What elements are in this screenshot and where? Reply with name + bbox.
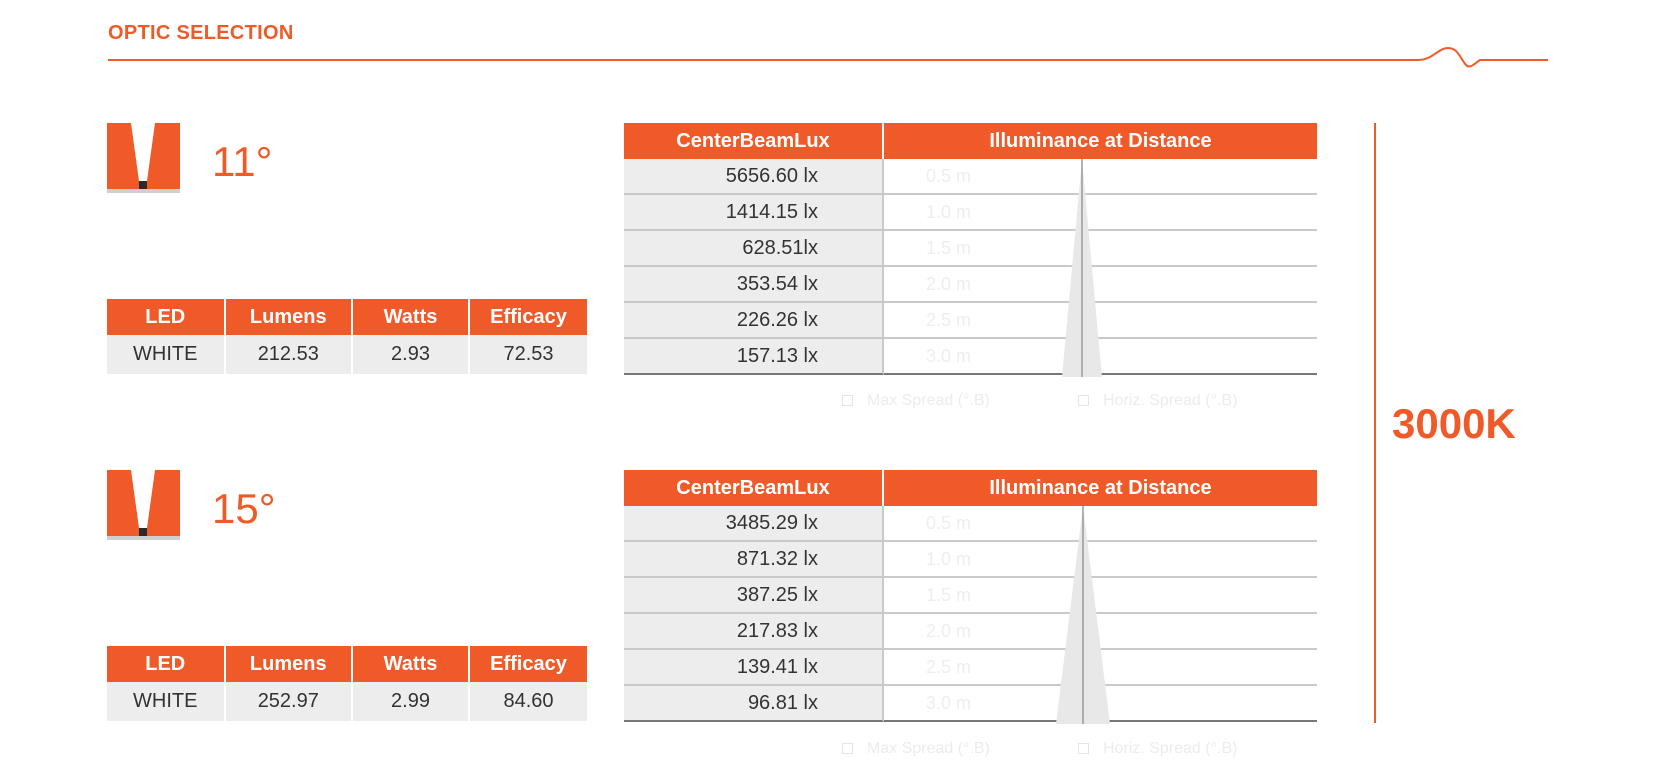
led-value: WHITE — [107, 682, 226, 721]
column-header-lumens: Lumens — [225, 299, 354, 335]
lumens-value: 212.53 — [225, 335, 354, 374]
column-header-watts: Watts — [353, 646, 470, 682]
legend-swatch — [842, 395, 853, 407]
legend-max-spread: Max Spread (°.B) — [842, 740, 990, 758]
distance-label: 2.0 m — [884, 267, 1317, 303]
page-title: OPTIC SELECTION — [108, 22, 294, 44]
table-row: 157.13 lx 3.0 m — [624, 339, 1317, 375]
column-header-lumens: Lumens — [225, 646, 354, 682]
optic-angle-label: 11° — [212, 138, 273, 185]
watts-value: 2.99 — [353, 682, 470, 721]
distance-label: 1.5 m — [884, 578, 1317, 614]
column-header-efficacy: Efficacy — [469, 299, 587, 335]
legend-label: Max Spread (°.B) — [867, 740, 990, 757]
legend-swatch — [1078, 395, 1089, 407]
table-row: 353.54 lx 2.0 m — [624, 267, 1317, 303]
column-header-efficacy: Efficacy — [469, 646, 587, 682]
legend-label: Max Spread (°.B) — [867, 392, 990, 409]
table-row: 871.32 lx 1.0 m — [624, 542, 1317, 578]
table-row: 1414.15 lx 1.0 m — [624, 195, 1317, 231]
beam-cone-diagram — [1056, 506, 1110, 724]
column-header-illuminance: Illuminance at Distance — [884, 470, 1317, 506]
color-temperature-label: 3000K — [1392, 400, 1516, 447]
distance-label: 0.5 m — [884, 506, 1317, 542]
lumens-value: 252.97 — [225, 682, 354, 721]
center-beam-lux: 353.54 lx — [624, 267, 884, 303]
legend-horiz-spread: Horiz. Spread (°.B) — [1078, 740, 1237, 758]
wave-line-icon — [108, 46, 1548, 68]
legend-label: Horiz. Spread (°.B) — [1103, 740, 1238, 757]
center-beam-lux: 96.81 lx — [624, 686, 884, 722]
center-beam-lux: 139.41 lx — [624, 650, 884, 686]
center-beam-lux: 1414.15 lx — [624, 195, 884, 231]
led-value: WHITE — [107, 335, 226, 374]
optic-spec-table: LED Lumens Watts Efficacy WHITE 212.53 2… — [107, 299, 587, 374]
table-row: 139.41 lx 2.5 m — [624, 650, 1317, 686]
table-row: 226.26 lx 2.5 m — [624, 303, 1317, 339]
legend-swatch — [842, 743, 853, 755]
distance-label: 0.5 m — [884, 159, 1317, 195]
distance-label: 1.0 m — [884, 195, 1317, 231]
legend-label: Horiz. Spread (°.B) — [1103, 392, 1238, 409]
optic-spec-table: LED Lumens Watts Efficacy WHITE 252.97 2… — [107, 646, 587, 721]
center-beam-lux: 387.25 lx — [624, 578, 884, 614]
table-row: 628.51lx 1.5 m — [624, 231, 1317, 267]
table-row: WHITE 212.53 2.93 72.53 — [107, 335, 587, 374]
illuminance-table: CenterBeamLux Illuminance at Distance 56… — [624, 123, 1317, 375]
legend-max-spread: Max Spread (°.B) — [842, 392, 990, 410]
efficacy-value: 84.60 — [469, 682, 587, 721]
legend-horiz-spread: Horiz. Spread (°.B) — [1078, 392, 1237, 410]
distance-label: 1.5 m — [884, 231, 1317, 267]
illuminance-table: CenterBeamLux Illuminance at Distance 34… — [624, 470, 1317, 722]
cct-divider — [1374, 123, 1376, 723]
center-beam-lux: 5656.60 lx — [624, 159, 884, 195]
table-row: 96.81 lx 3.0 m — [624, 686, 1317, 722]
center-beam-lux: 226.26 lx — [624, 303, 884, 339]
table-row: 387.25 lx 1.5 m — [624, 578, 1317, 614]
efficacy-value: 72.53 — [469, 335, 587, 374]
column-header-watts: Watts — [353, 299, 470, 335]
center-beam-lux: 628.51lx — [624, 231, 884, 267]
distance-label: 1.0 m — [884, 542, 1317, 578]
optic-angle-label: 15° — [212, 485, 276, 532]
column-header-centerbeamlux: CenterBeamLux — [624, 123, 884, 159]
narrow-beam-optic-icon — [107, 123, 180, 193]
beam-cone-diagram — [1062, 159, 1102, 377]
column-header-centerbeamlux: CenterBeamLux — [624, 470, 884, 506]
distance-label: 2.5 m — [884, 303, 1317, 339]
center-beam-lux: 871.32 lx — [624, 542, 884, 578]
center-beam-lux: 217.83 lx — [624, 614, 884, 650]
column-header-led: LED — [107, 646, 226, 682]
column-header-illuminance: Illuminance at Distance — [884, 123, 1317, 159]
table-row: 3485.29 lx 0.5 m — [624, 506, 1317, 542]
legend-swatch — [1078, 743, 1089, 755]
watts-value: 2.93 — [353, 335, 470, 374]
table-row: 5656.60 lx 0.5 m — [624, 159, 1317, 195]
narrow-beam-optic-icon — [107, 470, 180, 540]
center-beam-lux: 157.13 lx — [624, 339, 884, 375]
table-row: WHITE 252.97 2.99 84.60 — [107, 682, 587, 721]
table-row: 217.83 lx 2.0 m — [624, 614, 1317, 650]
column-header-led: LED — [107, 299, 226, 335]
center-beam-lux: 3485.29 lx — [624, 506, 884, 542]
